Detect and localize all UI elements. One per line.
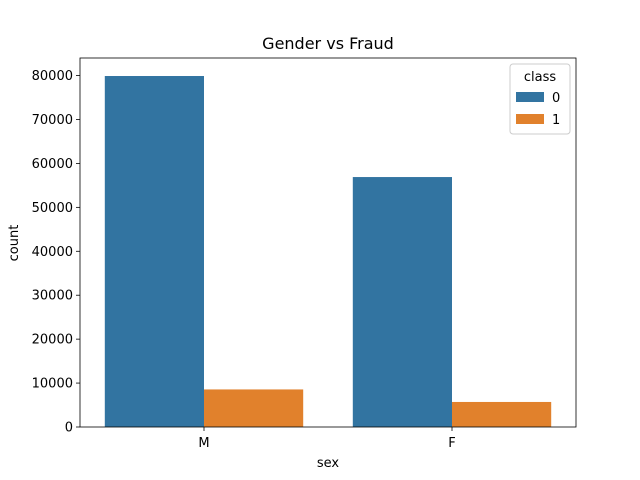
x-tick-label: M <box>198 436 209 451</box>
y-tick-label: 20000 <box>32 333 73 348</box>
legend: class 0 1 <box>509 63 571 135</box>
y-tick-label: 40000 <box>32 245 73 260</box>
y-axis-label: count <box>7 225 22 262</box>
bar-M-class-1 <box>204 389 304 427</box>
plot-area <box>79 57 577 428</box>
y-tick-label: 60000 <box>32 157 73 172</box>
plot-frame <box>79 57 577 428</box>
y-tick-label: 30000 <box>32 289 73 304</box>
legend-title: class <box>524 70 556 85</box>
bar-F-class-0 <box>352 177 452 427</box>
chart-title: Gender vs Fraud <box>262 34 394 53</box>
legend-label-1: 1 <box>552 113 560 128</box>
legend-swatch-0 <box>516 92 544 102</box>
x-axis-label: sex <box>317 456 340 471</box>
x-tick-label: F <box>448 436 455 451</box>
legend-label-0: 0 <box>552 91 560 106</box>
bar-M-class-0 <box>104 76 204 427</box>
y-tick-label: 0 <box>65 421 73 436</box>
bar-F-class-1 <box>452 401 552 427</box>
y-axis: 0 10000 20000 30000 40000 50000 60000 70000 8000… <box>32 69 80 436</box>
y-tick-label: 10000 <box>32 377 73 392</box>
y-tick-label: 50000 <box>32 201 73 216</box>
legend-swatch-1 <box>516 114 544 124</box>
y-tick-label: 80000 <box>32 69 73 84</box>
y-tick-label: 70000 <box>32 113 73 128</box>
